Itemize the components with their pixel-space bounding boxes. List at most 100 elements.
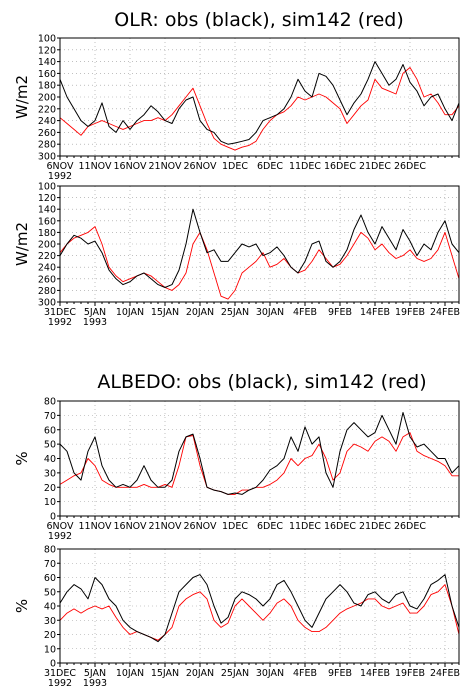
x-tick-label: 11NOV [78, 521, 112, 532]
x-tick-sublabel: 1992 [48, 317, 72, 328]
x-tick-label: 21DEC [359, 521, 391, 532]
y-tick-label: 200 [38, 240, 56, 251]
y-axis-label: W/m2 [13, 75, 31, 119]
x-tick-label: 6NOV [47, 521, 74, 532]
x-tick-label: 26DEC [394, 521, 426, 532]
x-tick-sublabel: 1992 [48, 171, 72, 182]
x-tick-label: 9FEB [328, 668, 352, 679]
x-tick-sublabel: 1993 [83, 317, 107, 328]
y-tick-label: 80 [44, 397, 56, 408]
y-tick-label: 100 [38, 182, 56, 193]
x-tick-label: 10JAN [116, 668, 144, 679]
series-line-sim [59, 432, 459, 495]
y-tick-label: 240 [38, 116, 56, 127]
y-tick-label: 60 [44, 573, 56, 584]
x-tick-label: 21NOV [148, 161, 182, 172]
panel-1: 1001201401601802002202402602803006NOV199… [13, 34, 460, 182]
x-tick-label: 30JAN [256, 668, 284, 679]
x-tick-label: 9FEB [328, 307, 352, 318]
y-tick-label: 260 [38, 274, 56, 285]
x-tick-label: 26NOV [183, 521, 217, 532]
y-tick-label: 0 [50, 512, 56, 523]
x-tick-label: 5JAN [84, 307, 106, 318]
series-line-sim [59, 67, 460, 151]
y-tick-label: 160 [38, 216, 56, 227]
x-tick-label: 4FEB [293, 668, 317, 679]
plot-frame [59, 548, 460, 664]
y-tick-label: 280 [38, 140, 56, 151]
series-line-sim [59, 226, 460, 300]
x-tick-label: 20JAN [186, 668, 214, 679]
x-tick-label: 16DEC [324, 521, 356, 532]
y-tick-label: 20 [44, 630, 56, 641]
y-axis-label: % [13, 599, 31, 613]
x-tick-sublabel: 1993 [83, 678, 107, 689]
y-tick-label: 160 [38, 69, 56, 80]
y-tick-label: 10 [44, 644, 56, 655]
series-line-obs [59, 61, 460, 145]
series-line-obs [59, 412, 460, 495]
y-tick-label: 180 [38, 228, 56, 239]
panels: 1001201401601802002202402602803006NOV199… [13, 34, 460, 690]
series-line-obs [59, 208, 460, 288]
x-tick-label: 10JAN [116, 307, 144, 318]
y-tick-label: 60 [44, 425, 56, 436]
y-tick-label: 40 [44, 454, 56, 465]
x-tick-label: 4FEB [293, 307, 317, 318]
y-tick-label: 10 [44, 497, 56, 508]
y-tick-label: 80 [44, 545, 56, 556]
y-tick-label: 0 [50, 659, 56, 670]
y-tick-label: 140 [38, 57, 56, 68]
x-tick-label: 6DEC [257, 161, 283, 172]
x-tick-label: 15JAN [151, 668, 179, 679]
x-tick-label: 1DEC [222, 521, 248, 532]
y-tick-label: 180 [38, 81, 56, 92]
x-tick-label: 30JAN [256, 307, 284, 318]
x-tick-label: 16NOV [113, 521, 147, 532]
x-tick-label: 31DEC [44, 307, 76, 318]
y-tick-label: 30 [44, 616, 56, 627]
y-tick-label: 300 [38, 152, 56, 163]
x-tick-label: 25JAN [221, 668, 249, 679]
x-tick-label: 19FEB [395, 307, 425, 318]
series-line-obs [59, 574, 460, 643]
y-tick-label: 100 [38, 34, 56, 45]
y-tick-label: 200 [38, 93, 56, 104]
series-line-sim [59, 584, 460, 641]
plot-frame [59, 37, 460, 157]
x-tick-sublabel: 1992 [48, 531, 72, 542]
x-tick-label: 6DEC [257, 521, 283, 532]
y-tick-label: 70 [44, 559, 56, 570]
x-tick-label: 16NOV [113, 161, 147, 172]
panel-2: 10012014016018020022024026028030031DEC19… [13, 182, 460, 329]
x-tick-label: 21NOV [148, 521, 182, 532]
y-tick-label: 220 [38, 251, 56, 262]
y-axis-label: W/m2 [13, 222, 31, 266]
x-tick-label: 15JAN [151, 307, 179, 318]
y-tick-label: 120 [38, 45, 56, 56]
x-tick-sublabel: 1992 [48, 678, 72, 689]
x-tick-label: 24FEB [430, 668, 460, 679]
y-tick-label: 40 [44, 602, 56, 613]
y-tick-label: 140 [38, 205, 56, 216]
y-tick-label: 70 [44, 411, 56, 422]
x-tick-label: 1DEC [222, 161, 248, 172]
x-tick-label: 14FEB [360, 307, 390, 318]
y-tick-label: 300 [38, 298, 56, 309]
x-tick-label: 6NOV [47, 161, 74, 172]
x-tick-label: 25JAN [221, 307, 249, 318]
x-tick-label: 24FEB [430, 307, 460, 318]
y-tick-label: 260 [38, 128, 56, 139]
x-tick-label: 14FEB [360, 668, 390, 679]
x-tick-label: 11DEC [289, 161, 321, 172]
y-tick-label: 20 [44, 483, 56, 494]
y-tick-label: 280 [38, 286, 56, 297]
plot-frame [59, 400, 460, 517]
x-tick-label: 26NOV [183, 161, 217, 172]
x-tick-label: 21DEC [359, 161, 391, 172]
y-axis-label: % [13, 451, 31, 465]
x-tick-label: 20JAN [186, 307, 214, 318]
